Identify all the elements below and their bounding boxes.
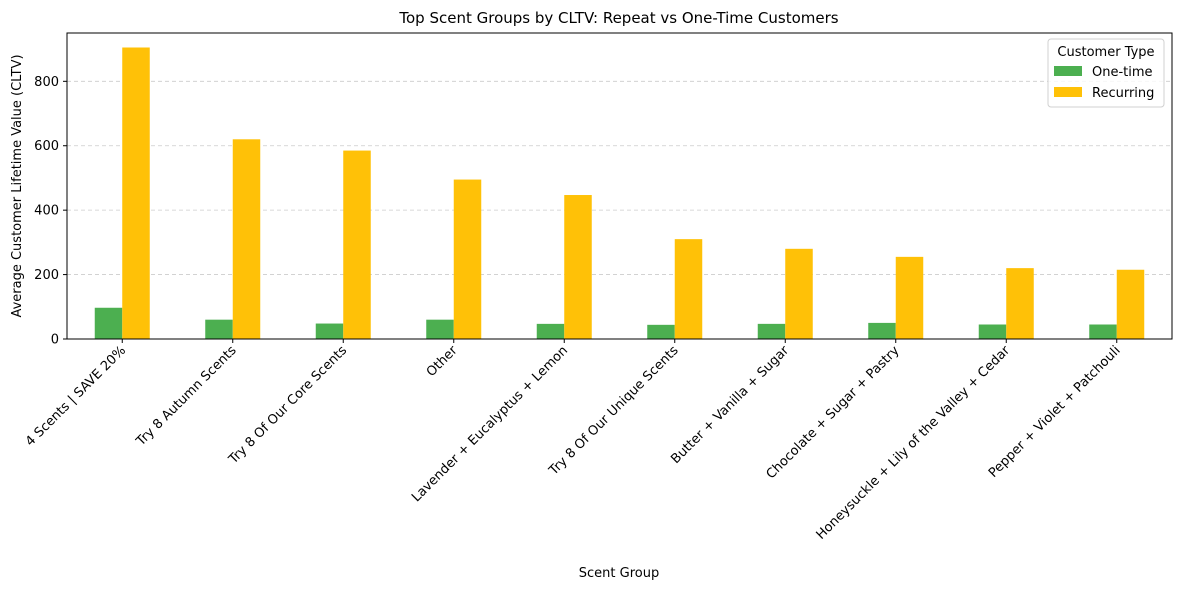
legend: Customer Type One-time Recurring: [1047, 38, 1165, 108]
plot-frame: [66, 32, 1173, 340]
bar-one-time: [868, 322, 896, 339]
bar-one-time: [536, 323, 565, 339]
bar-recurring: [895, 256, 924, 339]
x-tick-label: Butter + Vanilla + Sugar: [668, 343, 792, 467]
x-axis-label: Scent Group: [579, 566, 659, 581]
axes: [66, 32, 1173, 340]
x-tick-label: Pepper + Violet + Patchouli: [986, 343, 1124, 481]
bar-recurring: [1116, 269, 1145, 339]
x-axis-ticks: 4 Scents | SAVE 20% Try 8 Autumn ScentsTr…: [23, 339, 1124, 543]
x-tick-label: Chocolate + Sugar + Pastry: [764, 343, 903, 482]
bar-one-time: [978, 324, 1007, 339]
y-axis-ticks: 0 200 400 600 800: [34, 75, 67, 348]
x-tick-label: Try 8 Of Our Unique Scents: [546, 343, 682, 479]
bar-one-time: [1089, 324, 1117, 339]
y-tick-label: 0: [51, 333, 59, 348]
bar-one-time: [647, 324, 675, 339]
y-tick-label: 200: [34, 268, 59, 283]
x-tick-label: Other: [424, 343, 461, 380]
bar-recurring: [785, 248, 813, 339]
bar-one-time: [94, 307, 123, 339]
bar-recurring: [343, 150, 371, 339]
bar-recurring: [122, 47, 150, 339]
bar-recurring: [453, 179, 482, 339]
bar-recurring: [232, 139, 261, 339]
bar-one-time: [205, 319, 233, 339]
bar-one-time: [426, 319, 454, 339]
legend-swatch-one-time: [1054, 66, 1082, 76]
bar-one-time: [757, 323, 786, 339]
legend-title: Customer Type: [1057, 45, 1154, 60]
x-tick-label: Honeysuckle + Lily of the Valley + Cedar: [814, 343, 1014, 543]
bar-one-time: [315, 323, 344, 339]
bar-recurring: [674, 239, 703, 339]
x-tick-label: 4 Scents | SAVE 20%: [23, 343, 129, 449]
x-tick-label: Try 8 Of Our Core Scents: [225, 343, 350, 468]
bar-recurring: [564, 195, 592, 339]
legend-label-recurring: Recurring: [1092, 86, 1154, 101]
y-tick-label: 400: [34, 204, 59, 219]
y-tick-label: 800: [34, 75, 59, 90]
legend-label-one-time: One-time: [1092, 65, 1153, 80]
y-axis-label: Average Customer Lifetime Value (CLTV): [10, 54, 25, 317]
chart-title: Top Scent Groups by CLTV: Repeat vs One-…: [398, 9, 838, 27]
x-tick-label: Try 8 Autumn Scents: [133, 343, 240, 450]
bar-recurring: [1006, 268, 1034, 339]
bar-group: [94, 47, 1145, 339]
y-tick-label: 600: [34, 139, 59, 154]
legend-swatch-recurring: [1054, 87, 1082, 97]
